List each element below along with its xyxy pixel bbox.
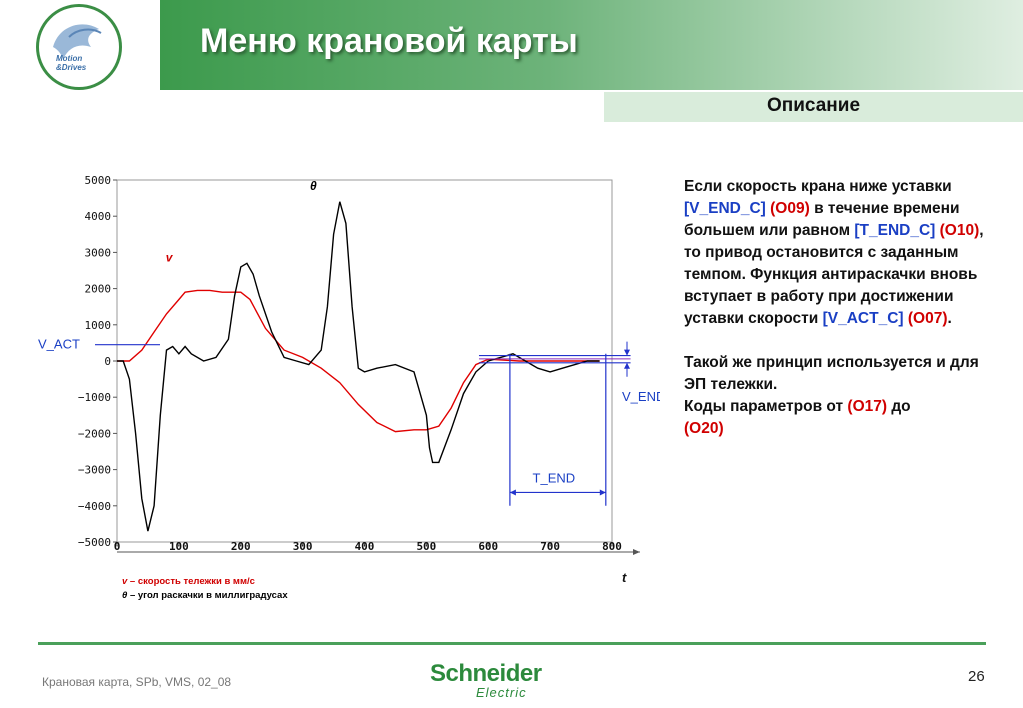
x-tick-label: 200 xyxy=(231,540,251,553)
x-tick-label: 700 xyxy=(540,540,560,553)
y-tick-label: 1000 xyxy=(85,319,112,332)
series-line-theta xyxy=(117,201,600,532)
motion-drives-logo-icon xyxy=(36,4,122,90)
logo-area: Motion &Drives xyxy=(0,0,160,90)
t-end-arrowhead-left xyxy=(509,489,516,496)
t-end-label: T_END xyxy=(533,470,576,485)
x-tick-label: 600 xyxy=(478,540,498,553)
v-end-label: V_END xyxy=(622,389,660,404)
x-axis-label: t xyxy=(622,570,627,585)
y-tick-label: 5000 xyxy=(85,174,112,187)
y-tick-label: 2000 xyxy=(85,283,112,296)
y-tick-label: −5000 xyxy=(78,536,111,549)
y-tick-label: −4000 xyxy=(78,500,111,513)
legend-entry: θ – угол раскачки в миллиградусах xyxy=(122,590,288,601)
description-text: Если скорость крана ниже уставки [V_END_… xyxy=(684,176,994,440)
v-label: v xyxy=(166,250,174,264)
x-tick-label: 800 xyxy=(602,540,622,553)
v-act-label: V_ACT xyxy=(38,337,80,352)
footer-text: Крановая карта, SPb, VMS, 02_08 xyxy=(42,675,232,689)
y-tick-label: −2000 xyxy=(78,427,111,440)
x-axis-arrow xyxy=(633,549,640,555)
description-heading: Описание xyxy=(766,95,861,116)
y-tick-label: 0 xyxy=(104,355,111,368)
logo-text: Motion &Drives xyxy=(56,54,87,72)
page-title: Меню крановой карты xyxy=(200,22,578,60)
series-line-v xyxy=(117,289,600,433)
electric-brand: Electric xyxy=(476,685,527,700)
speed-angle-chart: 500040003000200010000−1000−2000−3000−400… xyxy=(38,174,660,601)
x-tick-label: 300 xyxy=(293,540,313,553)
y-tick-label: −3000 xyxy=(78,464,111,477)
y-tick-label: 3000 xyxy=(85,246,112,259)
description-paragraph-1: Если скорость крана ниже уставки [V_END_… xyxy=(684,178,984,327)
v-end-arrowhead-bottom xyxy=(624,362,630,369)
legend-entry: v – скорость тележки в мм/с xyxy=(122,576,255,587)
theta-label: θ xyxy=(310,179,317,193)
x-tick-label: 100 xyxy=(169,540,189,553)
y-tick-label: −1000 xyxy=(78,391,111,404)
header-bar xyxy=(160,0,1023,90)
schneider-brand: Schneider xyxy=(430,660,542,687)
t-end-arrowhead-right xyxy=(599,489,606,496)
page-number: 26 xyxy=(968,668,985,685)
description-bar xyxy=(604,92,1023,122)
y-tick-label: 4000 xyxy=(85,210,112,223)
description-paragraph-2: Такой же принцип используется и для ЭП т… xyxy=(684,354,979,437)
x-tick-label: 500 xyxy=(416,540,436,553)
v-end-arrowhead-top xyxy=(624,349,630,356)
x-tick-label: 0 xyxy=(114,540,121,553)
footer-divider xyxy=(38,642,986,645)
x-tick-label: 400 xyxy=(355,540,375,553)
